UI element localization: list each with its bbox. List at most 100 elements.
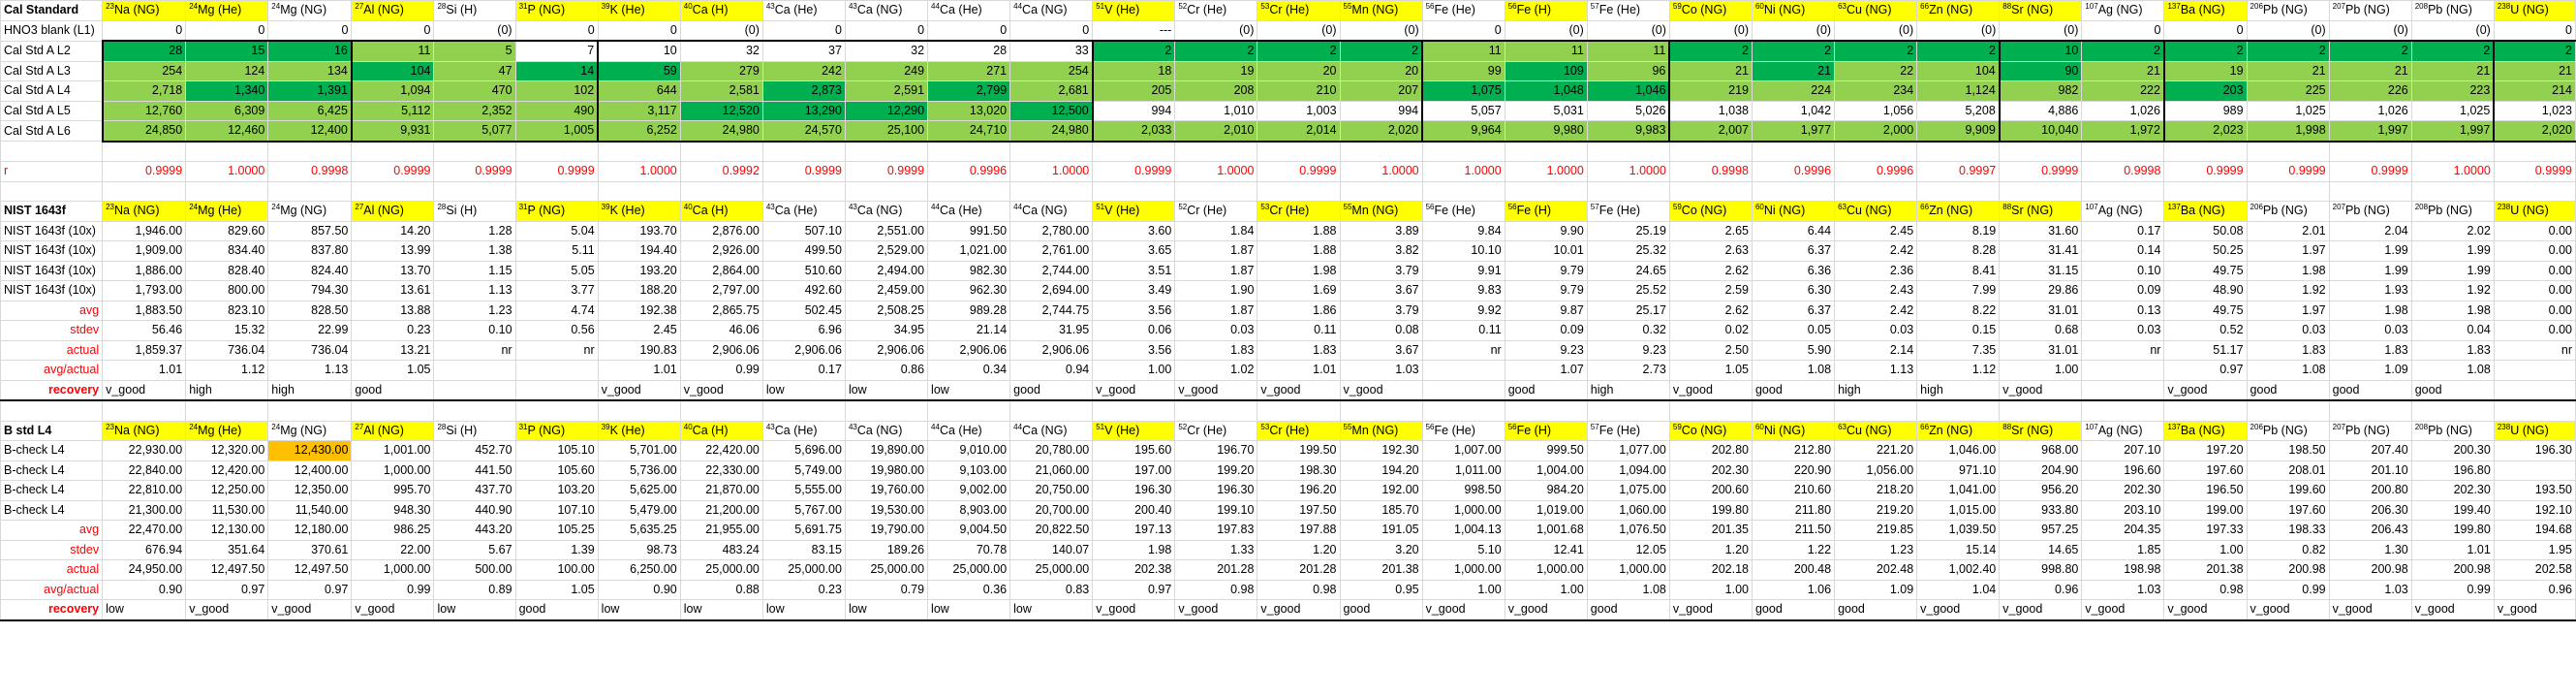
data-cell[interactable]: 204.90 xyxy=(1999,460,2083,481)
data-cell[interactable]: 2,023 xyxy=(2162,120,2248,143)
data-cell[interactable]: 1,946.00 xyxy=(102,220,187,241)
r-cell[interactable]: 0.9998 xyxy=(1668,161,1753,182)
element-header[interactable]: 43Ca (He) xyxy=(761,201,846,222)
data-cell[interactable]: 25,100 xyxy=(844,120,929,143)
ratio-cell[interactable]: 1.00 xyxy=(1504,579,1588,600)
data-cell[interactable]: 857.50 xyxy=(267,220,353,241)
data-cell[interactable]: 1,886.00 xyxy=(102,260,187,281)
avg-cell[interactable]: 1,883.50 xyxy=(102,300,187,321)
r-cell[interactable]: 0.9999 xyxy=(2328,161,2412,182)
data-cell[interactable]: 1.99 xyxy=(2410,260,2495,281)
recovery-cell[interactable]: high xyxy=(267,379,353,401)
data-cell[interactable]: 31.60 xyxy=(1999,220,2083,241)
empty-cell[interactable] xyxy=(0,399,104,422)
data-cell[interactable]: 199.20 xyxy=(1174,460,1258,481)
ratio-cell[interactable]: 1.01 xyxy=(102,360,187,381)
actual-cell[interactable]: 2,906.06 xyxy=(679,339,763,361)
r-cell[interactable]: 1.0000 xyxy=(185,161,269,182)
ratio-cell[interactable]: 0.98 xyxy=(1174,579,1258,600)
data-cell[interactable]: 200.80 xyxy=(2328,480,2412,501)
data-cell[interactable]: 104 xyxy=(1916,60,2001,81)
data-cell[interactable]: 0 xyxy=(514,19,599,42)
stdev-cell[interactable]: 2.45 xyxy=(597,320,681,341)
data-cell[interactable]: 1.98 xyxy=(2246,260,2330,281)
data-cell[interactable]: 5,736.00 xyxy=(597,460,681,481)
actual-cell[interactable]: 5.90 xyxy=(1751,339,1836,361)
element-header[interactable]: 52Cr (He) xyxy=(1174,201,1258,222)
ratio-cell[interactable]: 1.00 xyxy=(1092,360,1176,381)
avg-cell[interactable]: 199.80 xyxy=(2410,520,2495,541)
data-cell[interactable]: 199.50 xyxy=(1257,440,1341,461)
empty-cell[interactable] xyxy=(1092,180,1176,202)
data-cell[interactable]: 1,046 xyxy=(1586,80,1670,102)
recovery-cell[interactable]: good xyxy=(1586,599,1670,621)
element-header[interactable]: 53Cr (He) xyxy=(1257,0,1341,21)
data-cell[interactable]: 5,767.00 xyxy=(761,499,846,521)
data-cell[interactable]: 1,997 xyxy=(2410,120,2495,143)
data-cell[interactable]: 834.40 xyxy=(185,240,269,262)
data-cell[interactable]: 12,760 xyxy=(101,100,187,121)
avg-cell[interactable]: 1,039.50 xyxy=(1916,520,2001,541)
stdev-label[interactable]: stdev xyxy=(0,539,104,560)
recovery-cell[interactable]: good xyxy=(351,379,435,401)
element-header[interactable]: 24Mg (He) xyxy=(185,420,269,441)
data-cell[interactable]: 440.90 xyxy=(433,499,516,521)
data-cell[interactable]: 197.50 xyxy=(1257,499,1341,521)
data-cell[interactable]: 13.70 xyxy=(351,260,435,281)
element-header[interactable]: 31P (NG) xyxy=(514,201,599,222)
actual-cell[interactable]: 200.48 xyxy=(1751,559,1836,581)
data-cell[interactable]: 2.43 xyxy=(1834,280,1918,301)
stdev-cell[interactable]: 22.00 xyxy=(351,539,435,560)
recovery-cell[interactable]: low xyxy=(102,599,187,621)
stdev-cell[interactable]: 34.95 xyxy=(844,320,929,341)
data-cell[interactable]: 5,701.00 xyxy=(597,440,681,461)
element-header[interactable]: 208Pb (NG) xyxy=(2410,0,2495,21)
ratio-cell[interactable]: 1.06 xyxy=(1751,579,1836,600)
stdev-cell[interactable]: 0.02 xyxy=(1668,320,1753,341)
avg-cell[interactable]: 197.13 xyxy=(1092,520,1176,541)
recovery-cell[interactable]: v_good xyxy=(2328,599,2412,621)
avg-cell[interactable]: 31.01 xyxy=(1999,300,2083,321)
data-cell[interactable]: 25.19 xyxy=(1586,220,1670,241)
ratio-cell[interactable]: 1.08 xyxy=(1586,579,1670,600)
recovery-cell[interactable]: v_good xyxy=(1916,599,2001,621)
stdev-cell[interactable]: 1.20 xyxy=(1668,539,1753,560)
ratio-cell[interactable]: 2.73 xyxy=(1586,360,1670,381)
data-cell[interactable]: 19,760.00 xyxy=(844,480,929,501)
data-cell[interactable]: (0) xyxy=(1339,19,1423,42)
actual-cell[interactable]: 1.83 xyxy=(1257,339,1341,361)
data-cell[interactable]: 21,870.00 xyxy=(679,480,763,501)
data-cell[interactable]: 193.20 xyxy=(597,260,681,281)
actual-cell[interactable]: 736.04 xyxy=(267,339,353,361)
data-cell[interactable]: 5,696.00 xyxy=(761,440,846,461)
empty-cell[interactable] xyxy=(1421,399,1505,422)
data-cell[interactable]: 2,799 xyxy=(927,80,1011,102)
element-header[interactable]: 43Ca (NG) xyxy=(844,0,929,21)
sample-label[interactable]: Cal Std A L4 xyxy=(0,80,104,102)
data-cell[interactable]: 0 xyxy=(1009,19,1094,42)
data-cell[interactable]: 10.10 xyxy=(1421,240,1505,262)
data-cell[interactable]: 499.50 xyxy=(761,240,846,262)
sample-label[interactable]: Cal Std A L5 xyxy=(0,100,104,121)
empty-cell[interactable] xyxy=(1916,180,2001,202)
data-cell[interactable]: 22,420.00 xyxy=(679,440,763,461)
data-cell[interactable]: (0) xyxy=(1834,19,1918,42)
avg-cell[interactable]: 192.38 xyxy=(597,300,681,321)
recovery-cell[interactable]: low xyxy=(597,599,681,621)
recovery-cell[interactable]: good xyxy=(1751,379,1836,401)
data-cell[interactable]: 22,930.00 xyxy=(102,440,187,461)
data-cell[interactable]: 5,625.00 xyxy=(597,480,681,501)
data-cell[interactable]: 2,020 xyxy=(1339,120,1423,143)
avg-cell[interactable]: 49.75 xyxy=(2163,300,2248,321)
data-cell[interactable]: 192.00 xyxy=(1339,480,1423,501)
empty-cell[interactable] xyxy=(1257,180,1341,202)
data-cell[interactable]: 24,980 xyxy=(1009,120,1094,143)
data-cell[interactable]: 8.41 xyxy=(1916,260,2001,281)
data-cell[interactable]: 962.30 xyxy=(927,280,1011,301)
empty-cell[interactable] xyxy=(1668,141,1753,162)
data-cell[interactable]: 2.59 xyxy=(1668,280,1753,301)
data-cell[interactable]: 199.10 xyxy=(1174,499,1258,521)
stdev-cell[interactable]: 370.61 xyxy=(267,539,353,560)
data-cell[interactable]: 948.30 xyxy=(351,499,435,521)
data-cell[interactable]: 2,718 xyxy=(101,80,187,102)
